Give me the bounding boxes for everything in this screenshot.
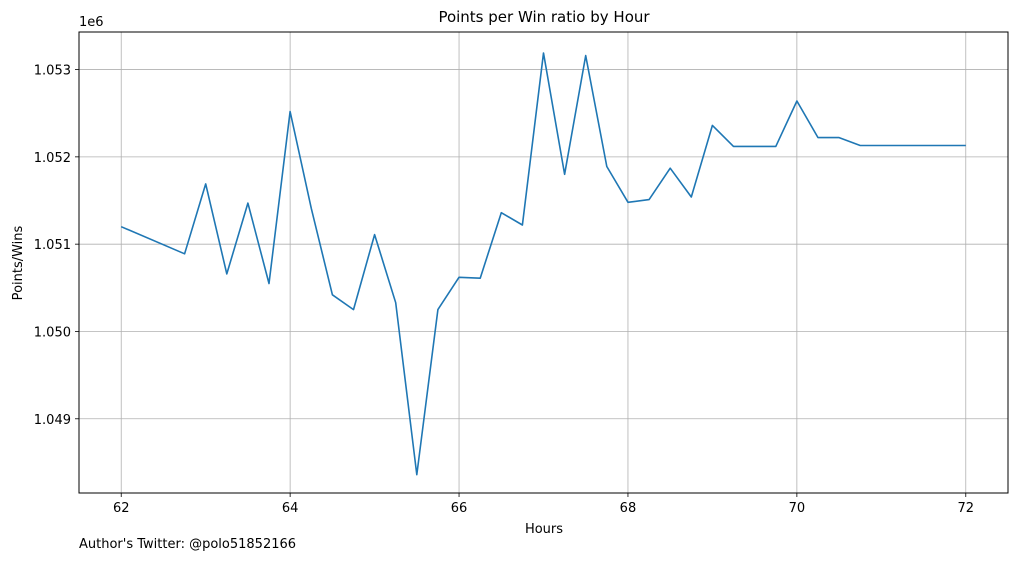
x-tick-label: 70	[789, 501, 806, 516]
y-axis-ticks: 1.049 1.050 1.051 1.052 1.053	[34, 64, 79, 428]
grid-lines	[79, 32, 1008, 493]
x-tick-label: 64	[282, 501, 299, 516]
chart-title: Points per Win ratio by Hour	[438, 8, 650, 26]
series-layer	[120, 52, 966, 476]
x-axis-ticks: 62 64 66 68 70 72	[113, 493, 974, 516]
y-axis-label: Points/Wins	[11, 225, 26, 300]
y-tick-label: 1.049	[34, 413, 71, 428]
x-tick-label: 72	[957, 501, 974, 516]
plot-frame	[78, 31, 1009, 494]
y-offset-label: 1e6	[79, 15, 104, 30]
series-line	[120, 52, 966, 476]
y-tick-label: 1.052	[34, 151, 71, 166]
x-axis-label: Hours	[525, 522, 563, 537]
x-tick-label: 66	[451, 501, 468, 516]
y-tick-label: 1.051	[34, 238, 71, 253]
x-tick-label: 68	[620, 501, 637, 516]
x-tick-label: 62	[113, 501, 130, 516]
author-footer: Author's Twitter: @polo51852166	[79, 537, 297, 552]
y-tick-label: 1.050	[34, 325, 71, 340]
y-tick-label: 1.053	[34, 64, 71, 79]
